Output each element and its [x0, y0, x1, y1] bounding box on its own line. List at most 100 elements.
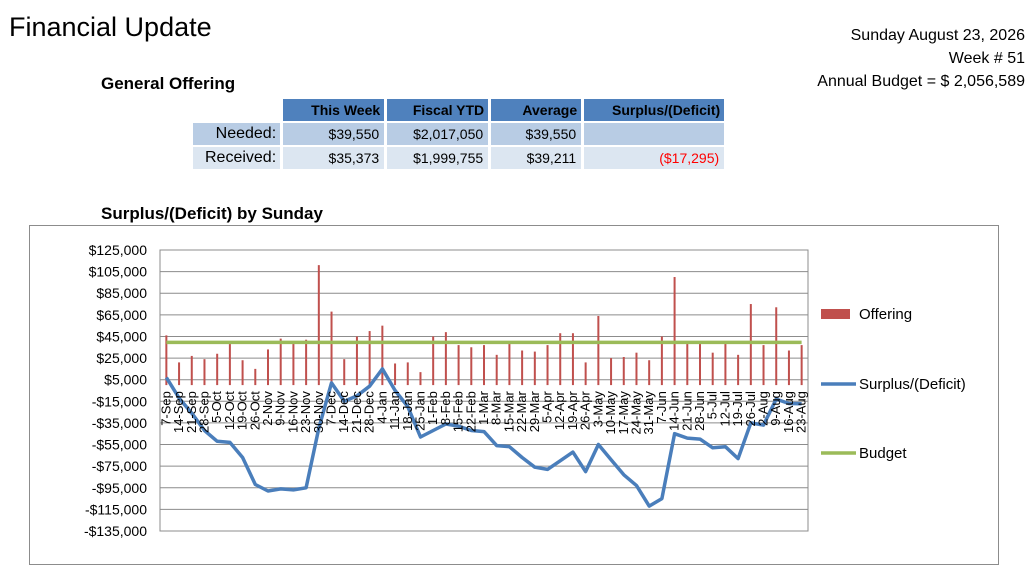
table-row-needed: Needed: $39,550 $2,017,050 $39,550	[193, 123, 725, 145]
received-fiscal-ytd: $1,999,755	[387, 147, 489, 169]
offering-bar	[203, 359, 206, 386]
offering-bar	[622, 356, 625, 386]
x-tick-label: 21-Sep	[184, 391, 199, 433]
offering-bar	[457, 345, 460, 386]
y-tick-label: $5,000	[104, 372, 147, 388]
x-tick-label: 21-Jun	[679, 391, 694, 431]
row-label-received: Received:	[193, 147, 281, 169]
y-tick-label: $45,000	[96, 328, 147, 344]
table-corner	[193, 99, 280, 121]
x-tick-label: 5-Oct	[209, 391, 224, 423]
offering-bar	[419, 372, 422, 386]
surplus-line	[164, 367, 802, 508]
offering-bar	[165, 335, 168, 386]
x-tick-label: 26-Jul	[743, 391, 758, 427]
offering-bar	[521, 350, 524, 386]
x-tick-label: 23-Nov	[298, 391, 313, 433]
x-tick-label: 12-Oct	[222, 391, 237, 430]
y-tick-label: $25,000	[96, 350, 147, 366]
received-this-week: $35,373	[283, 147, 385, 169]
y-tick-label: $85,000	[96, 285, 147, 301]
col-fiscal-ytd: Fiscal YTD	[387, 99, 489, 121]
col-average: Average	[491, 99, 582, 121]
offering-bar	[762, 345, 765, 386]
x-tick-label: 22-Feb	[463, 391, 478, 432]
offering-bar	[406, 362, 409, 386]
x-tick-label: 31-May	[641, 391, 656, 435]
x-tick-label: 14-Jun	[667, 391, 682, 431]
offering-bar	[800, 345, 803, 386]
offering-bar	[343, 359, 346, 386]
needed-fiscal-ytd: $2,017,050	[387, 123, 489, 145]
offering-bar	[737, 354, 740, 386]
offering-bar	[444, 332, 447, 386]
received-surplus: ($17,295)	[584, 147, 725, 169]
x-tick-label: 10-May	[603, 391, 618, 435]
y-tick-label: -$35,000	[92, 415, 147, 431]
y-tick-label: -$55,000	[92, 437, 147, 453]
x-tick-label: 25-Jan	[412, 391, 427, 431]
offering-bar	[228, 344, 231, 386]
x-tick-label: 15-Feb	[451, 391, 466, 432]
legend-offering-swatch	[821, 309, 850, 319]
x-tick-label: 8-Feb	[438, 391, 453, 425]
table-header-row: This Week Fiscal YTD Average Surplus/(De…	[193, 99, 725, 121]
header-info: Sunday August 23, 2026 Week # 51 Annual …	[817, 24, 1025, 93]
offering-bar	[711, 352, 714, 386]
y-tick-label: -$15,000	[92, 393, 147, 409]
x-tick-label: 28-Jun	[692, 391, 707, 431]
offering-bar	[190, 355, 193, 386]
x-tick-label: 29-Mar	[527, 390, 542, 432]
x-tick-label: 26-Oct	[247, 391, 262, 430]
offering-bar	[317, 265, 320, 386]
offering-bar	[749, 304, 752, 386]
offering-bar	[686, 344, 689, 386]
offering-bar	[546, 345, 549, 386]
offering-bar	[279, 338, 282, 386]
x-tick-label: 2-Nov	[260, 391, 275, 426]
offering-bar	[724, 344, 727, 386]
offering-bar	[178, 362, 181, 386]
legend-label: Offering	[859, 306, 912, 323]
x-tick-label: 19-Apr	[565, 390, 580, 430]
offering-bar	[597, 315, 600, 386]
x-tick-label: 9-Aug	[768, 391, 783, 426]
offering-bar	[292, 344, 295, 386]
offering-bar	[533, 351, 536, 386]
x-tick-label: 16-Aug	[781, 391, 796, 433]
y-tick-label: -$75,000	[92, 458, 147, 474]
report-date: Sunday August 23, 2026	[850, 27, 1025, 44]
y-tick-label: -$115,000	[85, 501, 147, 517]
offering-bar	[635, 352, 638, 386]
x-tick-label: 14-Dec	[336, 391, 351, 433]
x-tick-label: 1-Feb	[425, 391, 440, 425]
y-tick-label: -$95,000	[92, 480, 147, 496]
offering-bar	[394, 363, 397, 386]
x-tick-label: 15-Mar	[501, 390, 516, 432]
x-tick-label: 7-Dec	[324, 391, 339, 426]
x-tick-label: 28-Sep	[196, 391, 211, 433]
offering-bar	[673, 277, 676, 386]
x-tick-label: 19-Jul	[730, 391, 745, 427]
x-tick-label: 23-Aug	[794, 391, 809, 433]
offering-bar	[787, 350, 790, 386]
chart-heading: Surplus/(Deficit) by Sunday	[101, 204, 323, 223]
y-tick-label: $105,000	[89, 264, 148, 280]
legend-label: Budget	[859, 445, 907, 462]
offering-bar	[216, 353, 219, 386]
col-this-week: This Week	[283, 99, 385, 121]
offering-bar	[368, 331, 371, 386]
offering-bar	[381, 325, 384, 386]
x-tick-label: 21-Dec	[349, 391, 364, 433]
offering-bar	[241, 360, 244, 386]
x-tick-label: 17-May	[616, 391, 631, 435]
y-tick-label: $125,000	[89, 242, 148, 258]
offering-bar	[648, 360, 651, 386]
offering-bar	[508, 344, 511, 386]
offering-bar	[470, 347, 473, 386]
general-offering-heading: General Offering	[101, 74, 236, 93]
x-tick-label: 24-May	[628, 391, 643, 435]
offering-bar	[584, 362, 587, 386]
x-tick-label: 3-May	[590, 391, 605, 428]
offering-bar	[660, 336, 663, 386]
